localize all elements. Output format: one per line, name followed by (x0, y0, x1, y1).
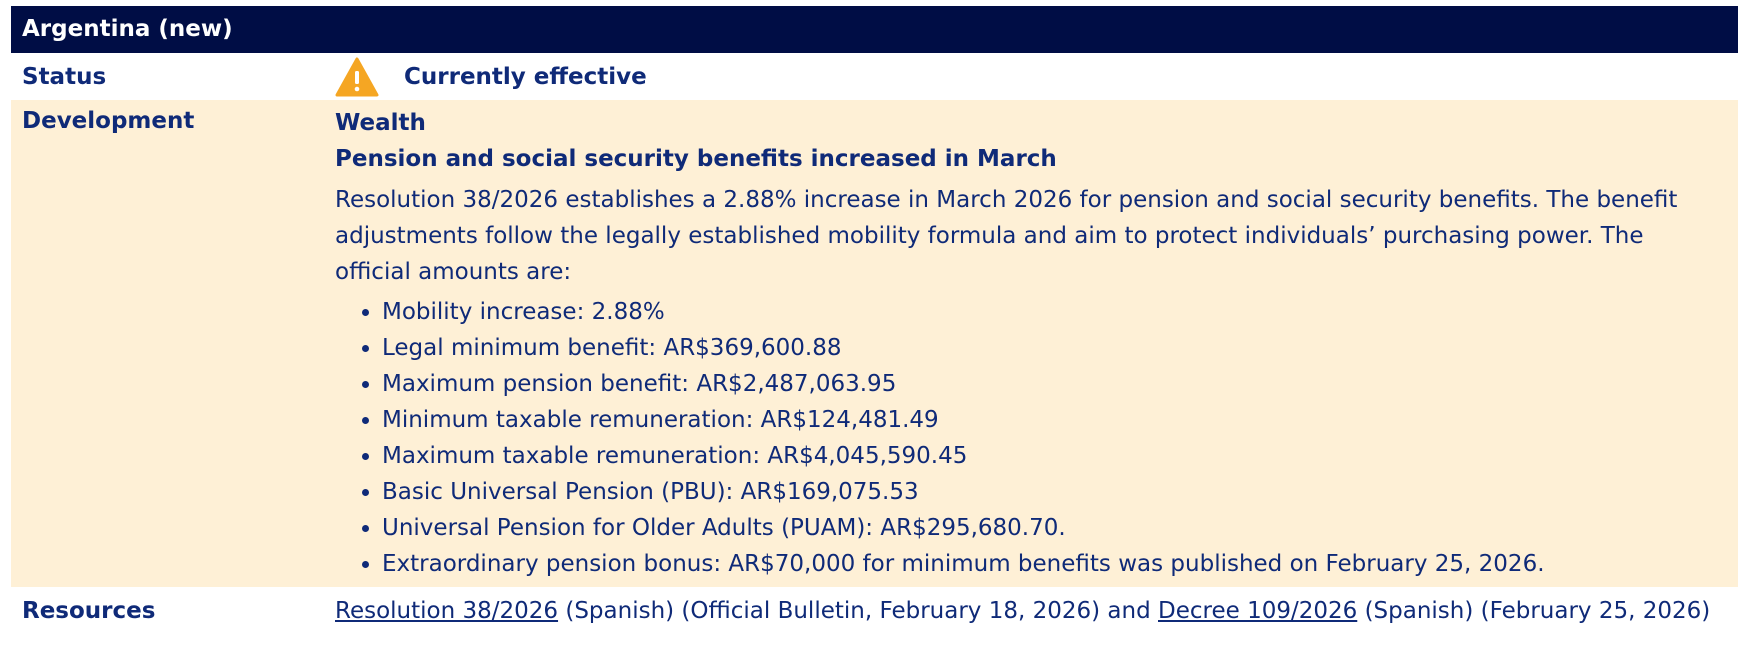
paragraph: Resolution 38/2026 establishes a 2.88% i… (335, 187, 1678, 285)
resource-link[interactable]: Resolution 38/2026 (335, 598, 559, 624)
row-label: Resources (22, 598, 156, 624)
row-label: Development (22, 108, 195, 134)
row-value: Wealth Pension and social security benef… (335, 100, 1738, 587)
warning-icon (335, 57, 379, 96)
bullet: Basic Universal Pension (PBU): AR$169,07… (382, 474, 1718, 510)
bullet: Legal minimum benefit: AR$369,600.88 (382, 330, 1718, 366)
bullet-list: Mobility increase: 2.88% Legal minimum b… (335, 294, 1718, 582)
row-label: Status (22, 63, 107, 90)
status-row: Status Currently effective (11, 53, 1738, 100)
country-card: Argentina (new) Status Currently effecti… (11, 6, 1738, 629)
row-value: Currently effective (335, 57, 1738, 97)
bullet: Mobility increase: 2.88% (382, 294, 1718, 330)
bullet: Minimum taxable remuneration: AR$124,481… (382, 402, 1718, 438)
heading: Pension and social security benefits inc… (335, 146, 1057, 172)
bullet: Extraordinary pension bonus: AR$70,000 f… (382, 546, 1718, 582)
bullet: Maximum taxable remuneration: AR$4,045,5… (382, 438, 1718, 474)
bullet: Universal Pension for Older Adults (PUAM… (382, 510, 1718, 546)
bullet: Maximum pension benefit: AR$2,487,063.95 (382, 366, 1718, 402)
category: Wealth (335, 110, 426, 136)
status-text: Currently effective (404, 63, 647, 90)
card-title: Argentina (new) (11, 6, 1738, 53)
resource-text: (Spanish) (Official Bulletin, February 1… (558, 598, 1158, 624)
development-row: Development Wealth Pension and social se… (11, 100, 1738, 587)
resource-link[interactable]: Decree 109/2026 (1158, 598, 1358, 624)
resources-row: Resources Resolution 38/2026 (Spanish) (… (11, 587, 1738, 629)
row-value: Resolution 38/2026 (Spanish) (Official B… (335, 593, 1738, 629)
resource-text: (Spanish) (February 25, 2026) (1357, 598, 1711, 624)
